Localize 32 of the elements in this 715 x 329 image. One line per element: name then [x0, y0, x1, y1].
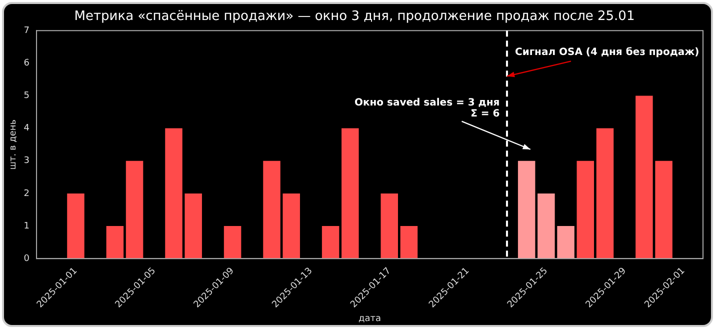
bar	[576, 160, 594, 259]
bar	[538, 193, 555, 259]
bar	[342, 128, 359, 259]
bar	[557, 226, 574, 259]
chart-title: Метрика «спасённые продажи» — окно 3 дня, продолжение продаж после 25.01	[74, 9, 635, 24]
y-tick-label: 4	[24, 124, 30, 134]
bar	[400, 226, 418, 259]
y-tick-label: 3	[24, 156, 30, 166]
y-tick-label: 2	[24, 188, 30, 199]
bar	[106, 226, 124, 259]
bar	[380, 193, 398, 259]
bar	[224, 226, 242, 259]
y-tick-label: 7	[24, 26, 30, 36]
bar	[322, 226, 340, 259]
bar	[67, 193, 84, 259]
bar	[263, 160, 280, 259]
x-axis-title: дата	[358, 314, 382, 324]
y-tick-label: 0	[24, 254, 30, 264]
y-tick-label: 6	[24, 58, 30, 69]
bar	[636, 96, 653, 259]
y-tick-label: 1	[24, 221, 30, 232]
annotation: Сигнал OSA (4 дня без продаж)	[514, 46, 700, 58]
bar	[165, 128, 182, 259]
annotation: Окно saved sales = 3 дня Σ = 6	[354, 98, 500, 120]
bar	[282, 193, 300, 259]
bar	[184, 193, 202, 259]
bar	[518, 160, 536, 259]
y-axis-title: шт. в день	[8, 119, 19, 170]
bar	[596, 128, 614, 259]
y-tick-label: 5	[24, 91, 30, 102]
bar	[655, 160, 672, 259]
bar	[126, 160, 144, 259]
